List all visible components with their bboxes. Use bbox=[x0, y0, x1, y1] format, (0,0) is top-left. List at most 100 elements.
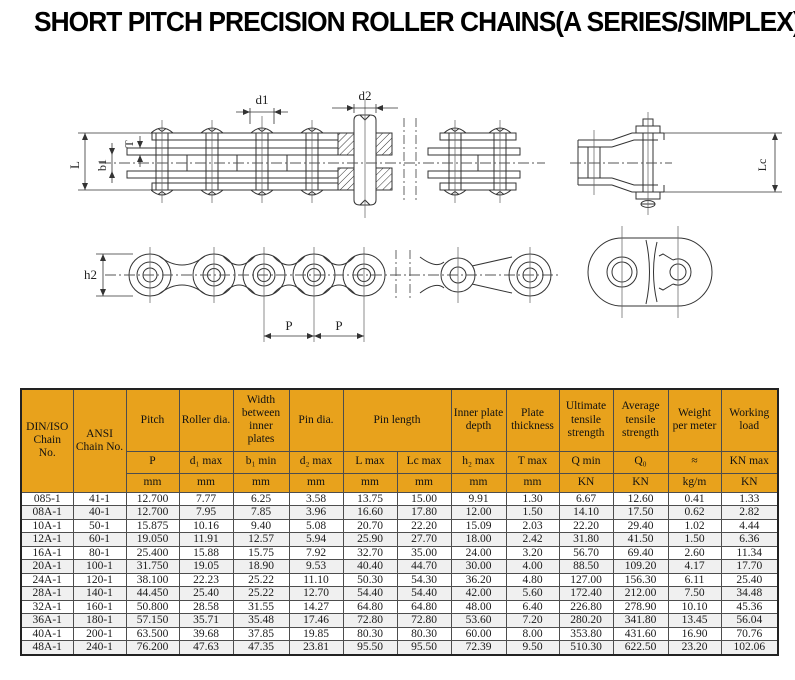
table-cell: 50-1 bbox=[72, 518, 127, 533]
symbol-header: KN max bbox=[720, 450, 779, 474]
table-cell: 16.90 bbox=[667, 626, 722, 641]
table-cell: 72.80 bbox=[342, 613, 398, 628]
table-cell: 18.90 bbox=[232, 559, 290, 574]
table-cell: 27.70 bbox=[396, 532, 452, 547]
table-cell: 10A-1 bbox=[20, 518, 74, 533]
table-cell: 54.40 bbox=[396, 586, 452, 601]
dim-label-T: T bbox=[122, 140, 136, 148]
unit-header: mm bbox=[505, 472, 560, 493]
table-row: 12A-1 60-1 19.050 11.91 12.57 5.94 25.90 27.70 1… bbox=[20, 532, 779, 547]
table-cell: 280.20 bbox=[558, 613, 614, 628]
dim-label-p2: P bbox=[335, 318, 342, 333]
table-cell: 11.10 bbox=[288, 572, 344, 587]
table-cell: 6.67 bbox=[558, 491, 614, 506]
table-cell: 14.10 bbox=[558, 505, 614, 520]
table-cell: 23.20 bbox=[667, 640, 722, 655]
table-cell: 4.44 bbox=[720, 518, 779, 533]
table-row: 48A-1 240-1 76.200 47.63 47.35 23.81 95.50 95.5… bbox=[20, 640, 779, 655]
table-cell: 20.70 bbox=[342, 518, 398, 533]
table-cell: 35.00 bbox=[396, 545, 452, 560]
column-header-average-strength: Average tensile strength bbox=[612, 388, 669, 452]
table-cell: 6.25 bbox=[232, 491, 290, 506]
column-header-working-load: Working load bbox=[720, 388, 779, 452]
table-cell: 29.40 bbox=[612, 518, 669, 533]
table-cell: 17.50 bbox=[612, 505, 669, 520]
table-row: 08A-1 40-1 12.700 7.95 7.85 3.96 16.60 17.80 12.… bbox=[20, 505, 779, 520]
table-cell: 23.81 bbox=[288, 640, 344, 655]
unit-header: mm bbox=[342, 472, 398, 493]
table-cell: 54.40 bbox=[342, 586, 398, 601]
pin-joint bbox=[199, 120, 225, 203]
table-cell: 140-1 bbox=[72, 586, 127, 601]
table-cell: 28A-1 bbox=[20, 586, 74, 601]
table-cell: 7.85 bbox=[232, 505, 290, 520]
table-cell: 12.60 bbox=[612, 491, 669, 506]
dim-label-L: L bbox=[67, 161, 82, 169]
table-cell: 1.50 bbox=[505, 505, 560, 520]
unit-header: mm bbox=[125, 472, 180, 493]
table-cell: 42.00 bbox=[450, 586, 507, 601]
pin-joint bbox=[442, 120, 468, 203]
table-cell: 15.875 bbox=[125, 518, 180, 533]
table-cell: 13.45 bbox=[667, 613, 722, 628]
symbol-header: b₁ min bbox=[232, 450, 290, 474]
table-cell: 28.58 bbox=[178, 599, 234, 614]
table-cell: 11.34 bbox=[720, 545, 779, 560]
table-cell: 22.20 bbox=[396, 518, 452, 533]
table-cell: 510.30 bbox=[558, 640, 614, 655]
symbol-header: Q₀ bbox=[612, 450, 669, 474]
dim-label-h2: h2 bbox=[84, 267, 97, 282]
table-cell: 60-1 bbox=[72, 532, 127, 547]
pin-joint bbox=[149, 120, 175, 203]
table-cell: 95.50 bbox=[342, 640, 398, 655]
table-cell: 12.57 bbox=[232, 532, 290, 547]
table-cell: 70.76 bbox=[720, 626, 779, 641]
table-cell: 109.20 bbox=[612, 559, 669, 574]
table-row: 28A-1 140-1 44.450 25.40 25.22 12.70 54.40 54.4… bbox=[20, 586, 779, 601]
table-cell: 9.50 bbox=[505, 640, 560, 655]
table-row: 10A-1 50-1 15.875 10.16 9.40 5.08 20.70 22.20 15… bbox=[20, 518, 779, 533]
table-cell: 19.85 bbox=[288, 626, 344, 641]
unit-header: KN bbox=[612, 472, 669, 493]
connecting-pin-d2 bbox=[337, 100, 393, 218]
symbol-header: d₁ max bbox=[178, 450, 234, 474]
table-cell: 18.00 bbox=[450, 532, 507, 547]
table-cell: 5.08 bbox=[288, 518, 344, 533]
column-header-plate-depth: Inner plate depth bbox=[450, 388, 507, 452]
table-cell: 45.36 bbox=[720, 599, 779, 614]
table-cell: 3.20 bbox=[505, 545, 560, 560]
page-title: SHORT PITCH PRECISION ROLLER CHAINS(A SE… bbox=[34, 6, 795, 37]
table-cell: 10.16 bbox=[178, 518, 234, 533]
dim-label-b1: b1 bbox=[95, 159, 109, 171]
table-cell: 3.58 bbox=[288, 491, 344, 506]
table-cell: 35.71 bbox=[178, 613, 234, 628]
column-header-plate-thickness: Plate thickness bbox=[505, 388, 560, 452]
unit-header: kg/m bbox=[667, 472, 722, 493]
table-cell: 47.35 bbox=[232, 640, 290, 655]
table-cell: 15.09 bbox=[450, 518, 507, 533]
table-cell: 120-1 bbox=[72, 572, 127, 587]
table-cell: 50.30 bbox=[342, 572, 398, 587]
table-cell: 6.36 bbox=[720, 532, 779, 547]
table-cell: 25.40 bbox=[178, 586, 234, 601]
symbol-header: h₂ max bbox=[450, 450, 507, 474]
table-cell: 56.04 bbox=[720, 613, 779, 628]
table-cell: 36A-1 bbox=[20, 613, 74, 628]
symbol-header: P bbox=[125, 450, 180, 474]
table-cell: 172.40 bbox=[558, 586, 614, 601]
table-cell: 14.27 bbox=[288, 599, 344, 614]
table-cell: 69.40 bbox=[612, 545, 669, 560]
table-cell: 60.00 bbox=[450, 626, 507, 641]
table-cell: 72.80 bbox=[396, 613, 452, 628]
unit-header: mm bbox=[288, 472, 344, 493]
symbol-header: Lc max bbox=[396, 450, 452, 474]
table-cell: 341.80 bbox=[612, 613, 669, 628]
symbol-header: L max bbox=[342, 450, 398, 474]
table-cell: 34.48 bbox=[720, 586, 779, 601]
table-cell: 12.700 bbox=[125, 491, 180, 506]
table-cell: 72.39 bbox=[450, 640, 507, 655]
pin-joint bbox=[299, 120, 325, 203]
table-cell: 226.80 bbox=[558, 599, 614, 614]
unit-header: mm bbox=[450, 472, 507, 493]
table-cell: 80.30 bbox=[342, 626, 398, 641]
